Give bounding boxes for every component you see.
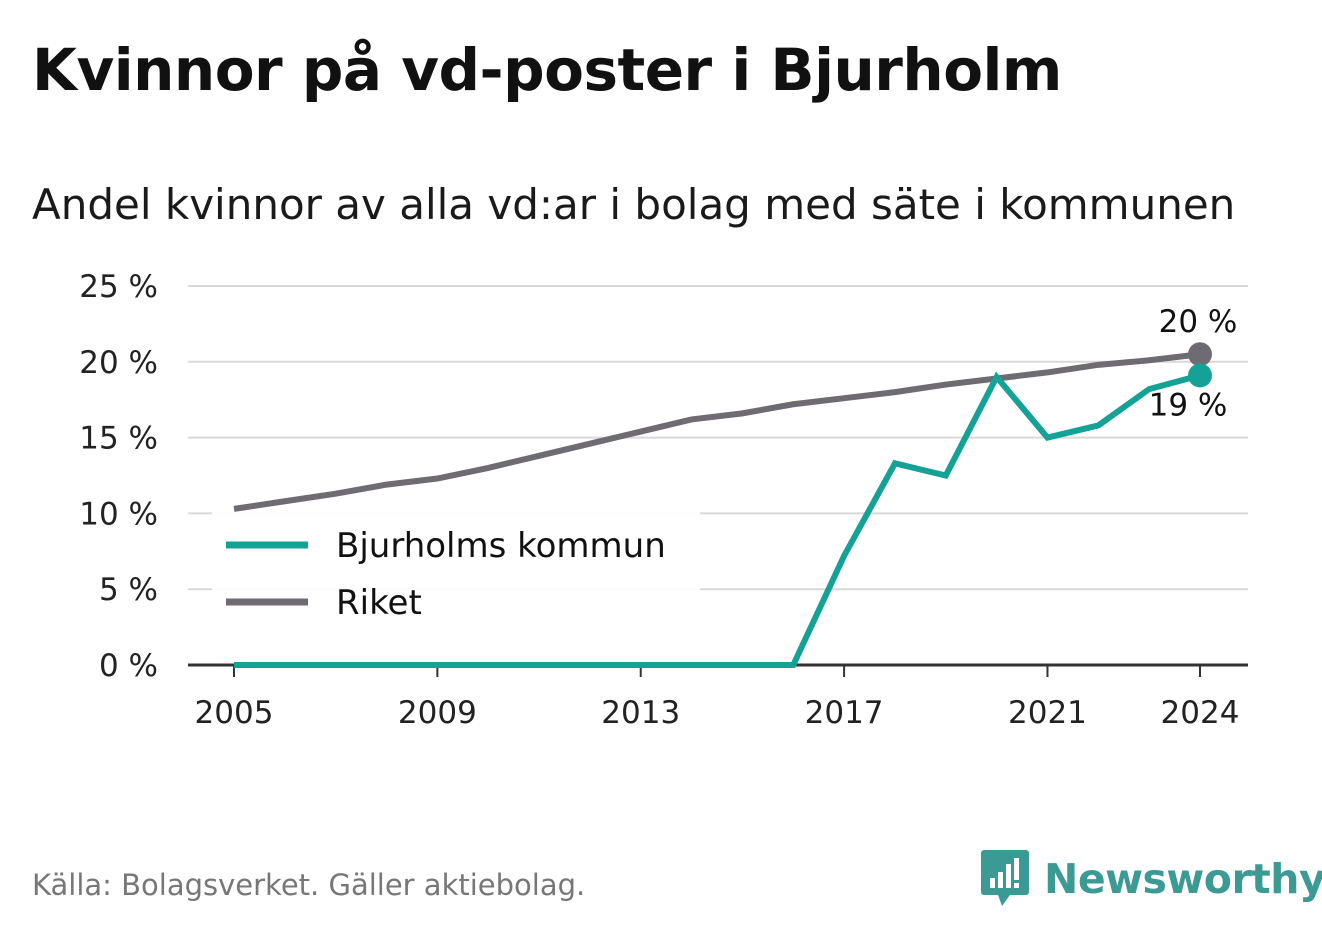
y-tick-label: 20 % bbox=[79, 345, 158, 381]
series-line-riket bbox=[233, 351, 1201, 512]
newsworthy-logo-icon bbox=[981, 850, 1029, 906]
x-tick-label: 2017 bbox=[805, 695, 884, 731]
chart-subtitle: Andel kvinnor av alla vd:ar i bolag med … bbox=[32, 180, 1236, 229]
source-note: Källa: Bolagsverket. Gäller aktiebolag. bbox=[32, 868, 586, 902]
legend-label-bjurholm: Bjurholms kommun bbox=[336, 526, 666, 566]
data-label-bjurholm: 19 % bbox=[1149, 387, 1228, 423]
y-tick-label: 0 % bbox=[99, 648, 158, 684]
y-tick-label: 5 % bbox=[99, 572, 158, 608]
legend-background bbox=[212, 512, 700, 630]
y-tick-label: 25 % bbox=[79, 269, 158, 305]
legend-label-riket: Riket bbox=[336, 583, 422, 623]
y-tick-label: 10 % bbox=[79, 496, 158, 532]
x-tick-label: 2021 bbox=[1008, 695, 1087, 731]
x-tick-label: 2024 bbox=[1161, 695, 1240, 731]
series-line-bjurholm bbox=[234, 371, 1201, 668]
brand-name: Newsworthy bbox=[1044, 855, 1322, 903]
series-endpoint-riket bbox=[1188, 342, 1212, 367]
data-label-riket: 20 % bbox=[1159, 304, 1238, 340]
x-tick-label: 2005 bbox=[195, 695, 274, 731]
x-tick-label: 2009 bbox=[398, 695, 477, 731]
x-tick-label: 2013 bbox=[601, 695, 680, 731]
series-endpoint-bjurholm bbox=[1188, 363, 1212, 388]
brand: Newsworthy bbox=[980, 848, 1322, 910]
y-tick-label: 15 % bbox=[79, 421, 158, 457]
chart-title: Kvinnor på vd-poster i Bjurholm bbox=[32, 36, 1062, 104]
